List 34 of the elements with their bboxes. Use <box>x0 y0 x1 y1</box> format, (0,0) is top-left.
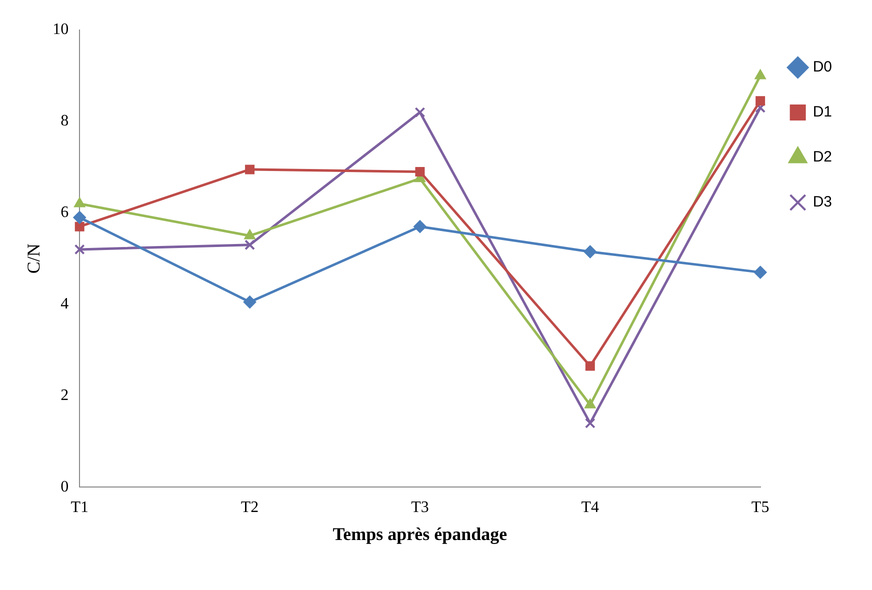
point <box>74 222 84 232</box>
point <box>244 240 256 250</box>
point <box>754 266 767 279</box>
legend-label: D0 <box>812 58 832 76</box>
point <box>243 296 256 309</box>
legend-label: D2 <box>812 148 832 166</box>
y-tick-label: 10 <box>52 21 69 38</box>
point <box>74 197 86 208</box>
point <box>414 107 426 118</box>
point <box>754 69 766 80</box>
x-axis-title: Temps après épandage <box>332 524 508 544</box>
point <box>244 229 256 240</box>
y-tick-label: 6 <box>60 204 69 222</box>
y-tick-label: 0 <box>60 478 69 496</box>
point <box>584 245 597 258</box>
x-tick-label: T3 <box>411 499 429 516</box>
point <box>756 96 766 106</box>
legend-label: D1 <box>812 104 832 121</box>
y-tick-label: 8 <box>60 112 69 130</box>
x-tick-label: T2 <box>240 499 259 516</box>
point <box>413 220 426 234</box>
point <box>584 418 596 428</box>
point <box>585 361 595 371</box>
y-tick-label: 2 <box>60 386 69 404</box>
legend-label: D3 <box>812 194 832 211</box>
point <box>74 244 85 255</box>
x-tick-label: T5 <box>751 499 770 516</box>
y-axis-title: C/N <box>24 244 44 274</box>
y-tick-label: 4 <box>60 296 69 313</box>
x-tick-label: T4 <box>581 499 600 516</box>
point <box>245 164 255 174</box>
x-tick-label: T1 <box>70 499 88 516</box>
point <box>415 166 425 176</box>
point <box>73 210 86 224</box>
